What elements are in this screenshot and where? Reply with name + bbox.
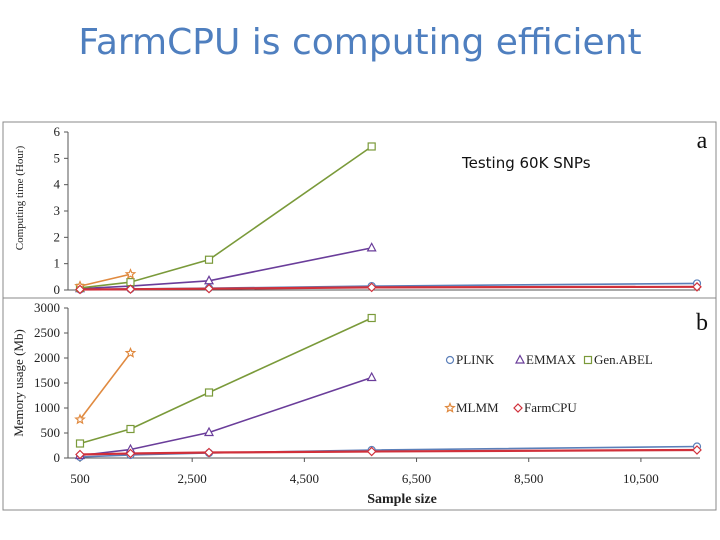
panel-a-frame xyxy=(2,121,717,299)
data-point-farmcpu xyxy=(75,284,85,295)
y-tick-label: 2 xyxy=(54,229,61,244)
data-point-emmax xyxy=(366,371,377,382)
panel-b-xlabel: Sample size xyxy=(367,492,437,507)
legend-marker-emmax xyxy=(515,354,525,364)
series-line-emmax xyxy=(79,247,372,290)
x-tick-label: 8,500 xyxy=(514,471,543,486)
legend-label-farmcpu: FarmCPU xyxy=(524,400,577,415)
y-tick-label: 6 xyxy=(54,124,61,139)
legend-label-genabel: Gen.ABEL xyxy=(594,352,653,367)
data-point-farmcpu xyxy=(125,448,136,459)
data-point-genabel xyxy=(204,388,214,397)
data-point-farmcpu xyxy=(692,445,702,455)
y-tick-label: 2000 xyxy=(34,350,60,365)
y-tick-label: 1500 xyxy=(34,375,60,390)
data-point-genabel xyxy=(126,424,135,434)
data-point-farmcpu xyxy=(692,281,702,292)
x-tick-label: 2,500 xyxy=(178,471,207,486)
x-tick-label: 6,500 xyxy=(402,471,431,486)
panel-a-annotation: Testing 60K SNPs xyxy=(461,154,591,172)
series-line-farmcpu xyxy=(79,448,698,456)
panel-a-letter: a xyxy=(697,128,708,154)
y-tick-label: 4 xyxy=(54,177,61,192)
data-point-emmax xyxy=(366,242,377,252)
series-line-mlmm xyxy=(79,352,132,420)
panel-a-y-ticks: 0 1 2 3 4 5 6 xyxy=(54,124,68,297)
slide-title: FarmCPU is computing efficient xyxy=(78,22,642,63)
data-point-farmcpu xyxy=(366,446,377,457)
data-point-farmcpu xyxy=(75,449,85,460)
data-point-farmcpu xyxy=(204,447,214,458)
data-point-farmcpu xyxy=(125,284,136,295)
y-tick-label: 2500 xyxy=(34,325,60,340)
y-tick-label: 0 xyxy=(54,282,61,297)
data-point-genabel xyxy=(367,313,376,323)
data-point-farmcpu xyxy=(366,282,377,293)
data-point-emmax xyxy=(204,426,215,437)
y-tick-label: 3000 xyxy=(34,300,60,315)
data-point-mlmm xyxy=(124,268,137,280)
x-tick-label: 4,500 xyxy=(290,471,319,486)
data-point-farmcpu xyxy=(204,283,214,294)
series-line-genabel xyxy=(79,145,373,289)
panel-a-ylabel: Computing time (Hour) xyxy=(14,145,26,250)
legend-marker-farmcpu xyxy=(513,403,523,413)
legend-label-emmax: EMMAX xyxy=(526,352,576,367)
y-tick-label: 3 xyxy=(54,203,61,218)
series-line-mlmm xyxy=(79,273,131,287)
x-tick-label: 10,500 xyxy=(623,471,659,486)
legend: PLINK EMMAX Gen.ABEL MLMM FarmCPU xyxy=(444,352,653,415)
legend-label-mlmm: MLMM xyxy=(456,400,499,415)
data-point-mlmm xyxy=(74,413,86,425)
data-point-genabel xyxy=(367,142,376,151)
y-tick-label: 1000 xyxy=(34,400,60,415)
legend-label-plink: PLINK xyxy=(456,352,495,367)
legend-marker-mlmm xyxy=(444,401,456,413)
y-tick-label: 0 xyxy=(54,450,61,465)
panel-b-x-ticks: 500 2,500 4,500 6,500 8,500 10,500 xyxy=(70,458,659,486)
x-tick-label: 500 xyxy=(70,471,90,486)
y-tick-label: 5 xyxy=(54,150,61,165)
panel-b-frame xyxy=(2,297,717,511)
panel-b-letter: b xyxy=(696,310,708,336)
panel-a-series xyxy=(74,142,702,295)
series-line-farmcpu xyxy=(79,285,698,291)
data-point-genabel xyxy=(204,255,214,264)
data-point-emmax xyxy=(204,275,215,285)
legend-marker-plink xyxy=(445,355,455,365)
legend-marker-genabel xyxy=(583,355,593,365)
panel-b-series xyxy=(74,313,702,462)
y-tick-label: 500 xyxy=(41,425,61,440)
series-line-emmax xyxy=(79,376,372,457)
y-tick-label: 1 xyxy=(54,256,61,271)
panel-b-ylabel: Memory usage (Mb) xyxy=(11,329,26,437)
panel-b-y-ticks: 0 500 1000 1500 2000 2500 3000 xyxy=(34,300,68,465)
series-line-genabel xyxy=(79,317,373,445)
data-point-genabel xyxy=(75,439,85,448)
data-point-mlmm xyxy=(124,346,137,358)
